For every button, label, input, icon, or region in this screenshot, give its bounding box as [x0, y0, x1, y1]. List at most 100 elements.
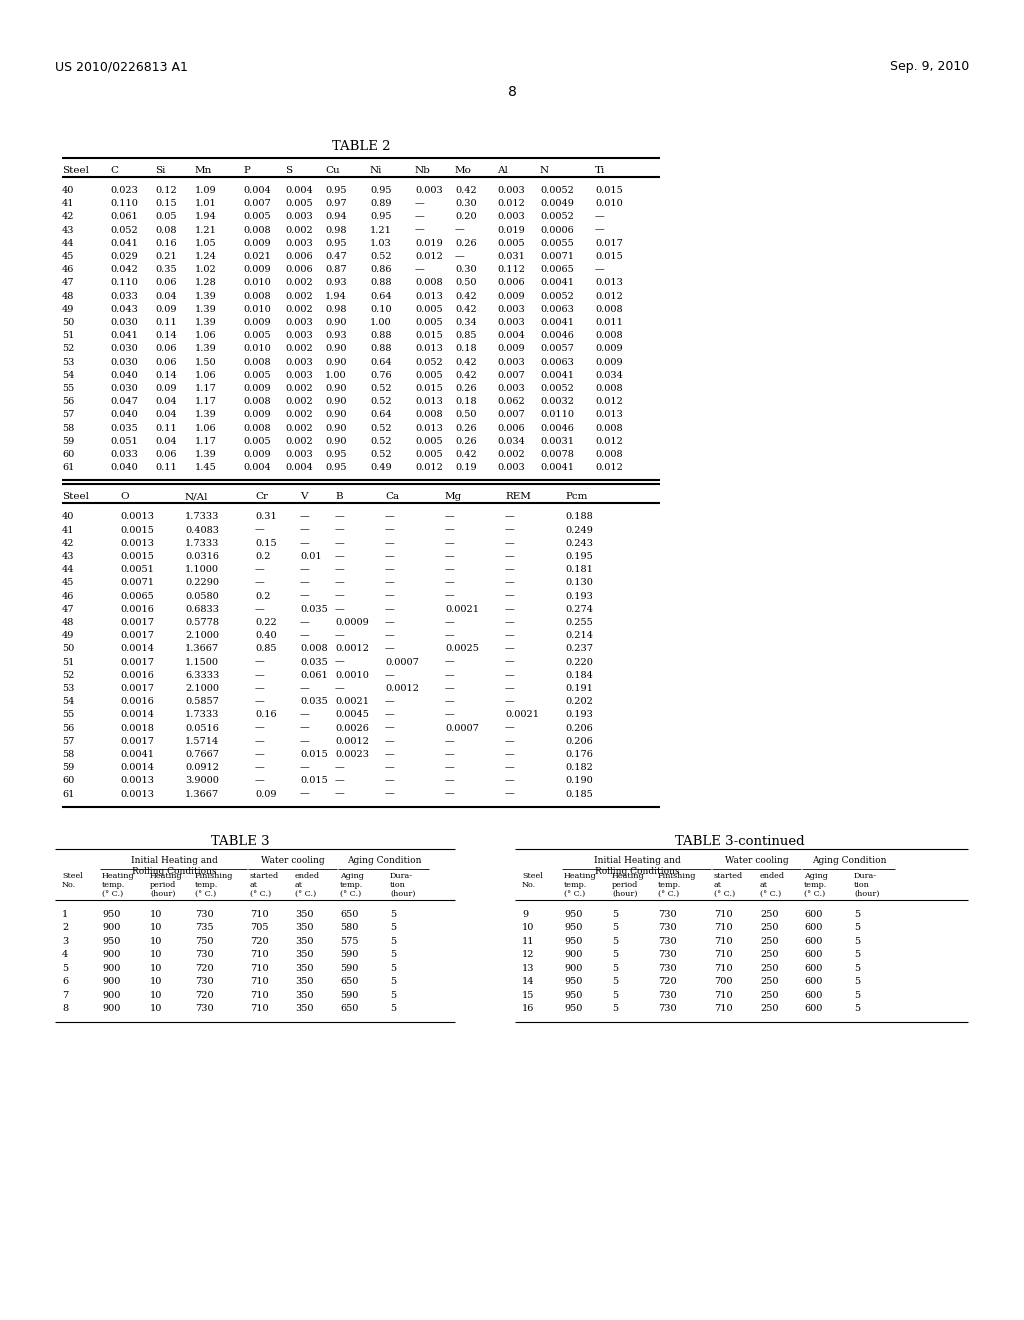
Text: —: — — [335, 578, 345, 587]
Text: Water cooling: Water cooling — [261, 855, 325, 865]
Text: —: — — [300, 789, 309, 799]
Text: 0.005: 0.005 — [497, 239, 524, 248]
Text: 1.00: 1.00 — [370, 318, 391, 327]
Text: 1.7333: 1.7333 — [185, 539, 219, 548]
Text: —: — — [300, 631, 309, 640]
Text: 0.26: 0.26 — [455, 384, 476, 393]
Text: 0.214: 0.214 — [565, 631, 593, 640]
Text: 0.06: 0.06 — [155, 358, 176, 367]
Text: 54: 54 — [62, 371, 75, 380]
Text: 43: 43 — [62, 226, 75, 235]
Text: —: — — [505, 591, 515, 601]
Text: 900: 900 — [102, 923, 121, 932]
Text: 0.95: 0.95 — [370, 186, 391, 195]
Text: 0.012: 0.012 — [595, 292, 623, 301]
Text: 0.0007: 0.0007 — [445, 723, 479, 733]
Text: 0.0041: 0.0041 — [540, 318, 574, 327]
Text: 0.015: 0.015 — [415, 331, 442, 341]
Text: 0.206: 0.206 — [565, 723, 593, 733]
Text: 590: 590 — [340, 950, 358, 960]
Text: 720: 720 — [195, 964, 214, 973]
Text: 2.1000: 2.1000 — [185, 631, 219, 640]
Text: 0.90: 0.90 — [325, 318, 346, 327]
Text: 1.50: 1.50 — [195, 358, 217, 367]
Text: 580: 580 — [340, 923, 358, 932]
Text: 53: 53 — [62, 358, 75, 367]
Text: 0.009: 0.009 — [243, 411, 270, 420]
Text: Cu: Cu — [325, 166, 340, 176]
Text: 14: 14 — [522, 977, 535, 986]
Text: 5: 5 — [854, 991, 860, 999]
Text: 54: 54 — [62, 697, 75, 706]
Text: 0.0016: 0.0016 — [120, 671, 154, 680]
Text: 0.0316: 0.0316 — [185, 552, 219, 561]
Text: —: — — [255, 525, 265, 535]
Text: —: — — [505, 776, 515, 785]
Text: 0.11: 0.11 — [155, 463, 177, 473]
Text: 0.008: 0.008 — [595, 384, 623, 393]
Text: 0.220: 0.220 — [565, 657, 593, 667]
Text: 0.110: 0.110 — [110, 199, 138, 209]
Text: 900: 900 — [564, 964, 583, 973]
Text: 250: 250 — [760, 977, 778, 986]
Text: —: — — [415, 265, 425, 275]
Text: 0.0071: 0.0071 — [120, 578, 154, 587]
Text: 0.202: 0.202 — [565, 697, 593, 706]
Text: 0.49: 0.49 — [370, 463, 391, 473]
Text: 710: 710 — [250, 964, 268, 973]
Text: 0.010: 0.010 — [243, 345, 270, 354]
Text: —: — — [255, 565, 265, 574]
Text: 0.112: 0.112 — [497, 265, 525, 275]
Text: —: — — [595, 226, 605, 235]
Text: 0.009: 0.009 — [243, 318, 270, 327]
Text: 0.030: 0.030 — [110, 384, 138, 393]
Text: 0.008: 0.008 — [595, 424, 623, 433]
Text: 0.035: 0.035 — [300, 605, 328, 614]
Text: 900: 900 — [102, 977, 121, 986]
Text: 0.04: 0.04 — [155, 397, 176, 407]
Text: 0.7667: 0.7667 — [185, 750, 219, 759]
Text: —: — — [335, 552, 345, 561]
Text: 1.00: 1.00 — [325, 371, 347, 380]
Text: 730: 730 — [195, 977, 214, 986]
Text: 350: 350 — [295, 923, 313, 932]
Text: TABLE 3-continued: TABLE 3-continued — [675, 834, 805, 847]
Text: 0.95: 0.95 — [325, 463, 346, 473]
Text: 0.93: 0.93 — [325, 279, 347, 288]
Text: 710: 710 — [250, 1005, 268, 1014]
Text: 0.062: 0.062 — [497, 397, 524, 407]
Text: 0.009: 0.009 — [243, 450, 270, 459]
Text: 0.0110: 0.0110 — [540, 411, 574, 420]
Text: 350: 350 — [295, 950, 313, 960]
Text: —: — — [385, 565, 394, 574]
Text: Steel: Steel — [62, 166, 89, 176]
Text: 0.185: 0.185 — [565, 789, 593, 799]
Text: 600: 600 — [804, 950, 822, 960]
Text: 0.008: 0.008 — [243, 424, 270, 433]
Text: 0.193: 0.193 — [565, 710, 593, 719]
Text: Heating
temp.
(° C.): Heating temp. (° C.) — [102, 871, 134, 898]
Text: 57: 57 — [62, 411, 75, 420]
Text: 0.003: 0.003 — [497, 463, 524, 473]
Text: Heating
period
(hour): Heating period (hour) — [612, 871, 645, 898]
Text: 40: 40 — [62, 186, 75, 195]
Text: ended
at
(° C.): ended at (° C.) — [760, 871, 785, 898]
Text: Mg: Mg — [445, 492, 462, 502]
Text: —: — — [445, 697, 455, 706]
Text: 0.012: 0.012 — [595, 463, 623, 473]
Text: S: S — [285, 166, 292, 176]
Text: 0.0012: 0.0012 — [335, 644, 369, 653]
Text: 0.033: 0.033 — [110, 450, 138, 459]
Text: 0.008: 0.008 — [595, 450, 623, 459]
Text: —: — — [335, 789, 345, 799]
Text: —: — — [300, 618, 309, 627]
Text: 0.30: 0.30 — [455, 199, 476, 209]
Text: —: — — [505, 552, 515, 561]
Text: 710: 710 — [250, 950, 268, 960]
Text: 6: 6 — [62, 977, 69, 986]
Text: 600: 600 — [804, 909, 822, 919]
Text: 5: 5 — [854, 909, 860, 919]
Text: —: — — [445, 591, 455, 601]
Text: 5: 5 — [390, 977, 396, 986]
Text: 0.004: 0.004 — [497, 331, 524, 341]
